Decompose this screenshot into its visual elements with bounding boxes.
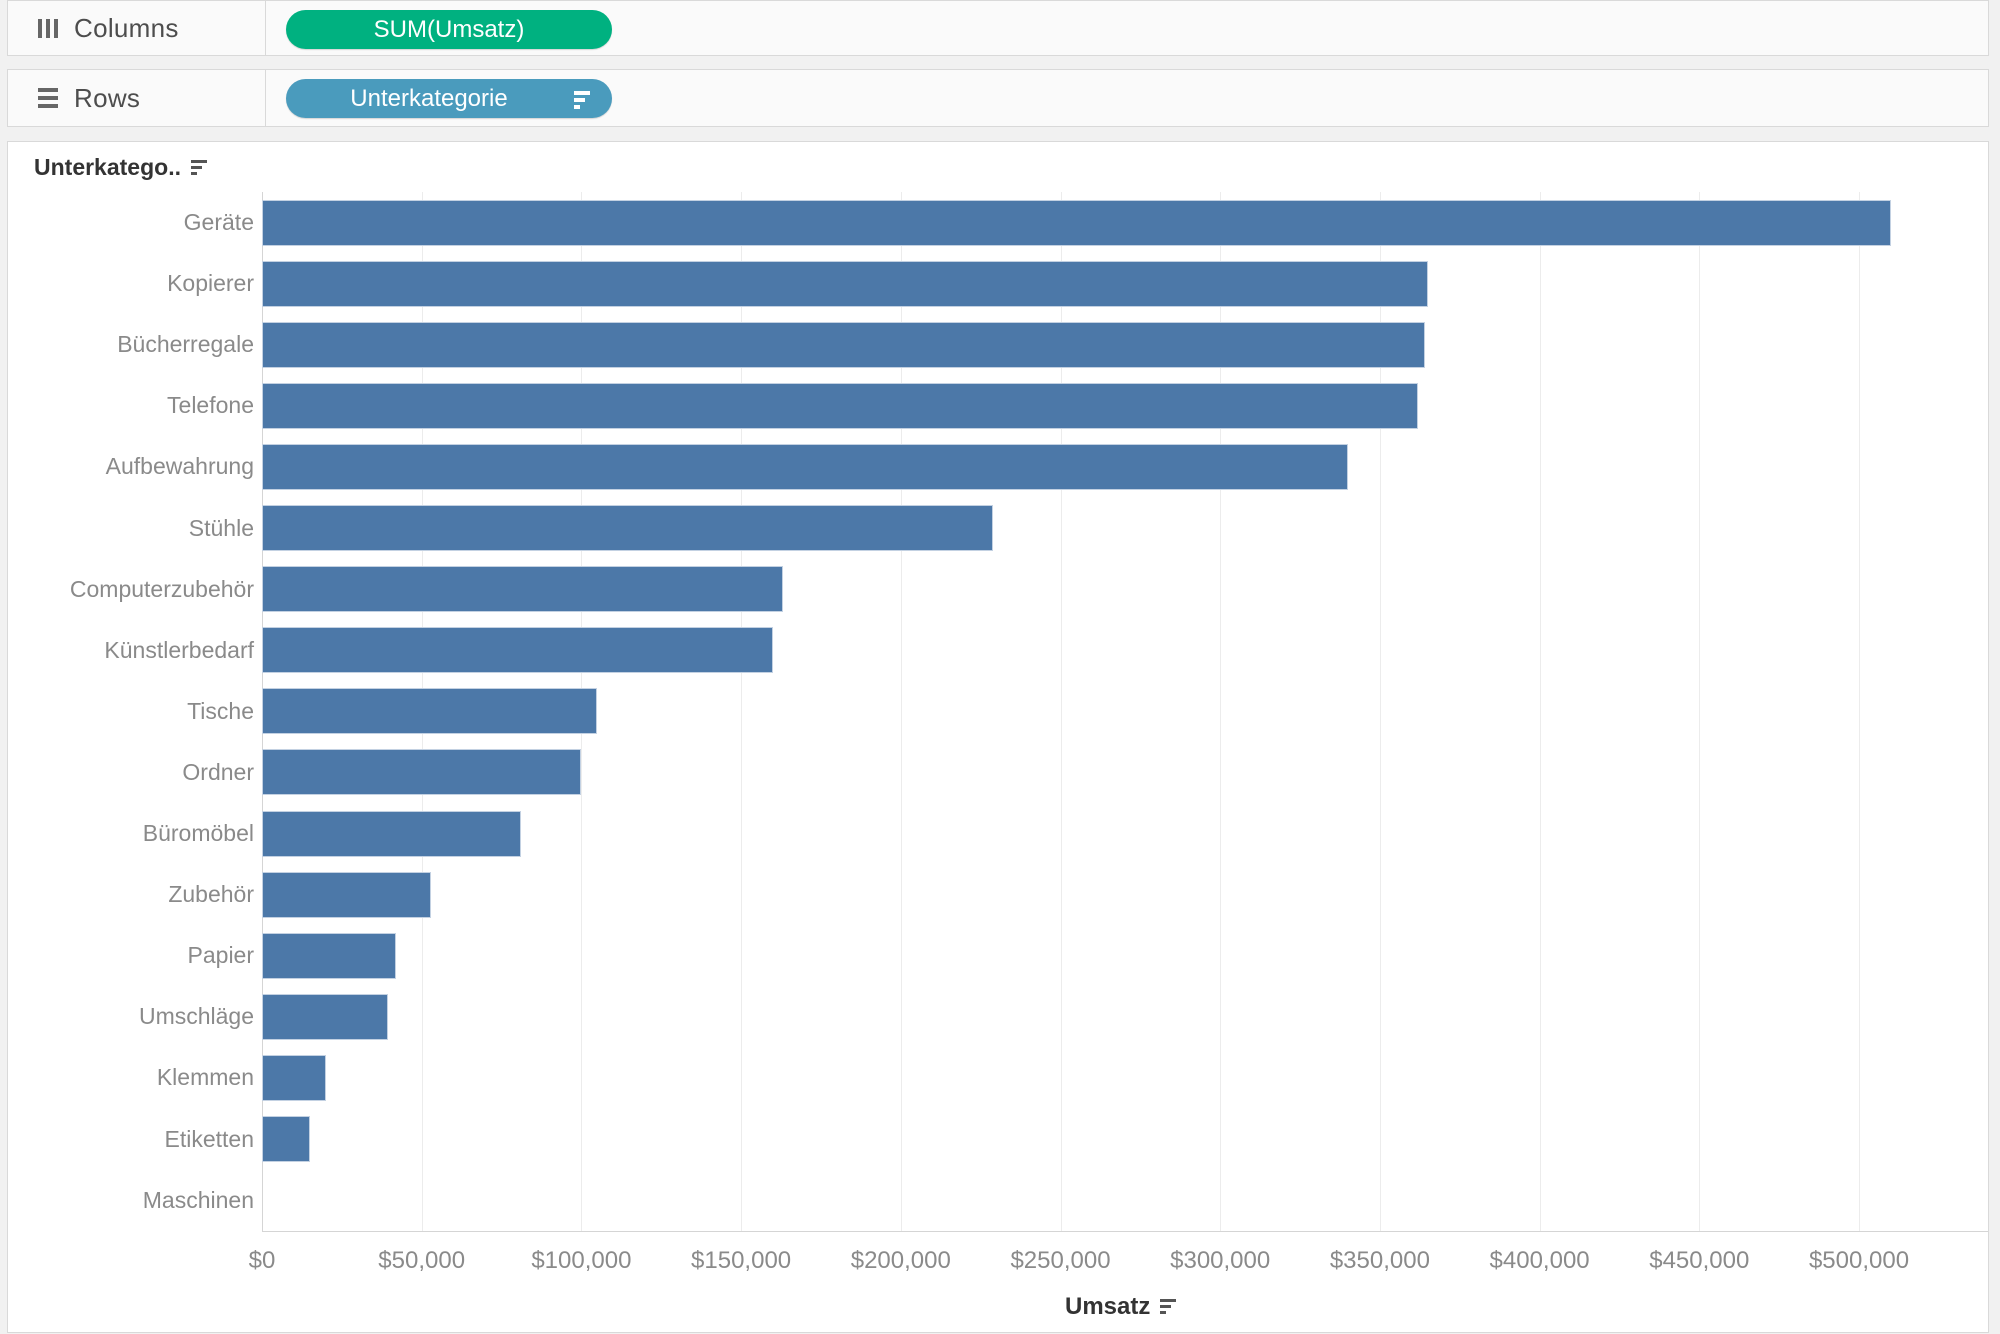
columns-shelf-cell: Columns <box>8 1 266 55</box>
rows-shelf-icon <box>38 88 58 108</box>
x-axis-title-label: Umsatz <box>1065 1292 1151 1320</box>
category-label[interactable]: Künstlerbedarf <box>104 636 254 663</box>
category-label[interactable]: Computerzubehör <box>69 575 254 602</box>
x-tick-label: $200,000 <box>850 1246 951 1274</box>
bar[interactable] <box>262 993 389 1040</box>
x-tick-label: $0 <box>248 1246 276 1274</box>
x-tick-label: $500,000 <box>1808 1246 1910 1274</box>
category-label[interactable]: Ordner <box>182 758 254 785</box>
gridline <box>1699 192 1701 1231</box>
gridline <box>1060 192 1062 1231</box>
category-label[interactable]: Aufbewahrung <box>105 453 254 480</box>
category-label[interactable]: Klemmen <box>156 1064 254 1091</box>
measure-pill-sum-umsatz[interactable]: SUM(Umsatz) <box>286 10 612 49</box>
dimension-pill-label: Unterkategorie <box>350 84 508 112</box>
gridline <box>1379 192 1381 1231</box>
bar[interactable] <box>262 749 582 796</box>
category-label[interactable]: Zubehör <box>168 881 254 908</box>
x-tick-label: $450,000 <box>1649 1246 1750 1274</box>
category-label[interactable]: Kopierer <box>167 270 254 297</box>
axis-sort-descending-icon[interactable] <box>1160 1299 1177 1315</box>
bar[interactable] <box>262 932 397 979</box>
bar[interactable] <box>262 321 1425 368</box>
bar[interactable] <box>262 871 432 918</box>
row-field-header[interactable]: Unterkatego.. <box>34 154 207 181</box>
rows-shelf-cell: Rows <box>8 70 266 126</box>
gridline <box>1220 192 1222 1231</box>
category-label[interactable]: Büromöbel <box>142 820 254 846</box>
category-label[interactable]: Stühle <box>188 514 254 541</box>
category-label[interactable]: Maschinen <box>142 1186 254 1213</box>
x-tick-label: $100,000 <box>531 1246 632 1274</box>
bar[interactable] <box>262 199 1891 246</box>
x-axis-line <box>262 1230 1988 1232</box>
gridline <box>1539 192 1541 1231</box>
category-label[interactable]: Etiketten <box>164 1125 255 1152</box>
pill-sort-descending-icon[interactable] <box>574 91 590 109</box>
bar[interactable] <box>262 810 521 857</box>
header-sort-descending-icon[interactable] <box>190 160 207 175</box>
x-tick-label: $250,000 <box>1010 1246 1111 1274</box>
x-tick-label: $150,000 <box>691 1246 792 1274</box>
x-tick-label: $300,000 <box>1170 1246 1271 1274</box>
bar[interactable] <box>262 505 994 551</box>
bar-chart-plot: $0 $50,000 $100,000 $150,000 $200,000 $250,00… <box>8 142 1988 1332</box>
category-label[interactable]: Umschläge <box>138 1003 254 1030</box>
bar[interactable] <box>262 382 1419 429</box>
category-label[interactable]: Bücherregale <box>117 331 254 358</box>
bar[interactable] <box>262 1054 326 1101</box>
dimension-pill-unterkategorie[interactable]: Unterkategorie <box>286 79 612 118</box>
bar[interactable] <box>262 688 598 735</box>
columns-shelf-icon <box>38 18 58 38</box>
x-axis-title: Umsatz <box>1065 1292 1177 1321</box>
category-label[interactable]: Papier <box>187 942 254 969</box>
chart-panel: Unterkatego.. $0 $50,000 $100,000 $150,000 $… <box>7 141 1989 1333</box>
bar[interactable] <box>262 566 783 613</box>
columns-shelf[interactable]: Columns SUM(Umsatz) <box>7 0 1989 56</box>
gridline <box>1859 192 1860 1231</box>
rows-shelf-label: Rows <box>74 82 141 113</box>
gridline <box>900 192 902 1231</box>
bar[interactable] <box>262 443 1348 490</box>
columns-shelf-label: Columns <box>74 12 179 43</box>
bar[interactable] <box>262 627 774 674</box>
rows-shelf[interactable]: Rows Unterkategorie <box>7 69 1989 127</box>
category-label[interactable]: Geräte <box>183 209 254 235</box>
row-field-header-label: Unterkatego.. <box>34 154 181 180</box>
x-tick-label: $350,000 <box>1329 1246 1430 1274</box>
gridline <box>741 192 743 1231</box>
category-label[interactable]: Tische <box>187 697 254 724</box>
bar[interactable] <box>262 260 1428 307</box>
x-tick-label: $50,000 <box>378 1246 466 1274</box>
x-tick-label: $400,000 <box>1489 1246 1590 1274</box>
bar[interactable] <box>262 1116 310 1162</box>
measure-pill-label: SUM(Umsatz) <box>373 15 525 43</box>
category-label[interactable]: Telefone <box>167 392 254 419</box>
